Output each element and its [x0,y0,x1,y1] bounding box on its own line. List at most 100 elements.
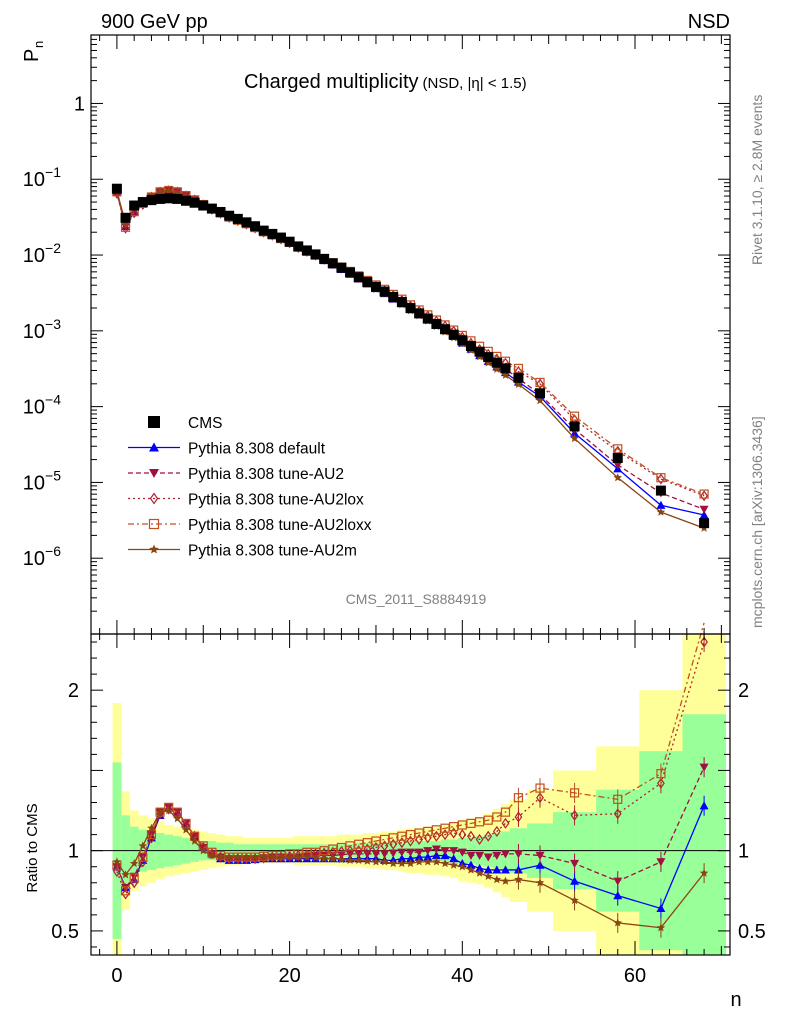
series-4-main-point [535,377,545,388]
series-5-ratio-point [440,859,450,868]
series-4-ratio-point [138,852,148,862]
main-y-tick-label: 1 [74,93,85,115]
series-4-ratio-point [362,838,372,848]
series-5-ratio-point [276,852,286,861]
series-3-ratio-point [208,848,216,860]
series-3-ratio-point [441,829,449,841]
series-3-ratio-point [372,841,380,854]
series-4-ratio-point [613,794,623,804]
legend-entry-1-label: Pythia 8.308 default [188,441,326,458]
series-3-ratio-point [458,829,467,841]
main-y-tick-label: 10−5 [23,467,61,494]
process-label: NSD [688,11,730,33]
main-panel-series [111,183,710,532]
x-tick-label: 0 [111,965,122,987]
cms-data-point [483,352,494,363]
series-5-ratio-point [198,846,208,855]
series-5-ratio-point [181,825,191,834]
series-4-ratio-point [423,826,433,837]
series-3-ratio-point [397,837,406,849]
series-4-ratio-point [328,844,338,854]
series-3-ratio-point [613,808,622,820]
series-3-ratio-point [415,833,424,845]
cms-data-point [224,210,235,221]
series-3-ratio-point [363,843,372,855]
legend-entry-3-label: Pythia 8.308 tune-AU2lox [188,492,364,509]
series-3-ratio-point [147,832,156,844]
chart-title: Charged multiplicity (NSD, |η| < 1.5) [244,71,527,93]
series-2-ratio-point [570,859,580,869]
main-y-tick-label: 10−6 [23,543,61,570]
series-1-ratio-point [406,854,415,863]
series-2-ratio-point [380,850,390,859]
rivet-version-label: Rivet 3.1.10, ≥ 2.8M events [749,95,765,265]
x-axis-label: n [730,989,741,1011]
cms-data-point [370,281,381,292]
series-4-ratio-point [500,807,511,817]
cms-data-point [448,329,459,340]
series-4-ratio-point [129,873,139,883]
series-1-ratio-point [431,850,441,860]
cms-data-point [327,258,338,269]
series-5-ratio-point [250,852,260,861]
ratio-y-tick-label-right: 2 [738,680,749,702]
series-4-main-point [513,363,524,374]
series-3-ratio-point [570,809,579,821]
series-1-ratio-point [492,865,502,874]
main-y-tick-label: 10−3 [23,316,61,343]
series-4-ratio-point [483,815,493,825]
main-y-axis-label: P [21,49,43,62]
series-2-main-point [699,505,709,514]
series-3-ratio-point [354,845,363,857]
analysis-id-label: CMS_2011_S8884919 [346,591,487,607]
series-2-ratio-point [457,848,467,857]
cms-data-point [319,253,330,264]
cms-data-point [362,277,373,288]
cms-data-point [414,308,425,319]
series-3-main-point [700,490,708,502]
series-4-ratio-point [276,850,286,861]
cms-data-point [345,267,356,278]
series-3-main-point [121,222,130,234]
series-5-main-point [535,396,545,405]
series-4-ratio-point [535,783,545,793]
cms-data-point [172,193,183,204]
series-3-ratio-point [406,835,415,847]
series-4-main-point [699,489,709,499]
series-1-ratio-point [397,854,407,863]
ratio-y-tick-label-right: 0.5 [738,921,766,943]
series-4-ratio-point [405,830,416,840]
main-y-tick-label: 10−4 [23,392,61,419]
series-4-ratio-point [569,788,580,798]
series-5-ratio-point [432,857,441,866]
series-2-ratio-point [371,850,381,859]
series-3-ratio-point [346,845,354,857]
cms-data-point [137,197,148,208]
series-3-ratio-point [467,830,475,842]
series-5-ratio-point [328,854,338,863]
cms-data-point [250,221,261,232]
cms-data-point [474,346,485,357]
series-3-main-point [657,473,665,485]
cms-data-point [198,200,209,211]
series-5-ratio-point [155,807,165,816]
series-1-ratio-point [466,860,476,869]
cms-data-point [232,213,243,224]
series-2-ratio-point [181,819,191,828]
series-4-ratio-point [474,817,485,827]
series-5-ratio-point [388,859,398,868]
series-5-main-point [155,187,165,196]
cms-data-point [241,217,252,228]
series-2-ratio-point [656,858,666,867]
cms-data-point [513,372,524,383]
series-2-ratio-point [513,850,523,859]
cms-data-point [465,341,476,352]
series-5-ratio-line [116,809,705,929]
series-5-ratio-point [535,878,545,887]
series-2-ratio-point [483,853,493,862]
series-3-ratio-point [432,830,441,842]
series-5-ratio-point [345,855,355,864]
series-2-main-point [121,222,131,231]
series-5-ratio-point [699,868,709,877]
series-1-ratio-point [483,865,493,874]
